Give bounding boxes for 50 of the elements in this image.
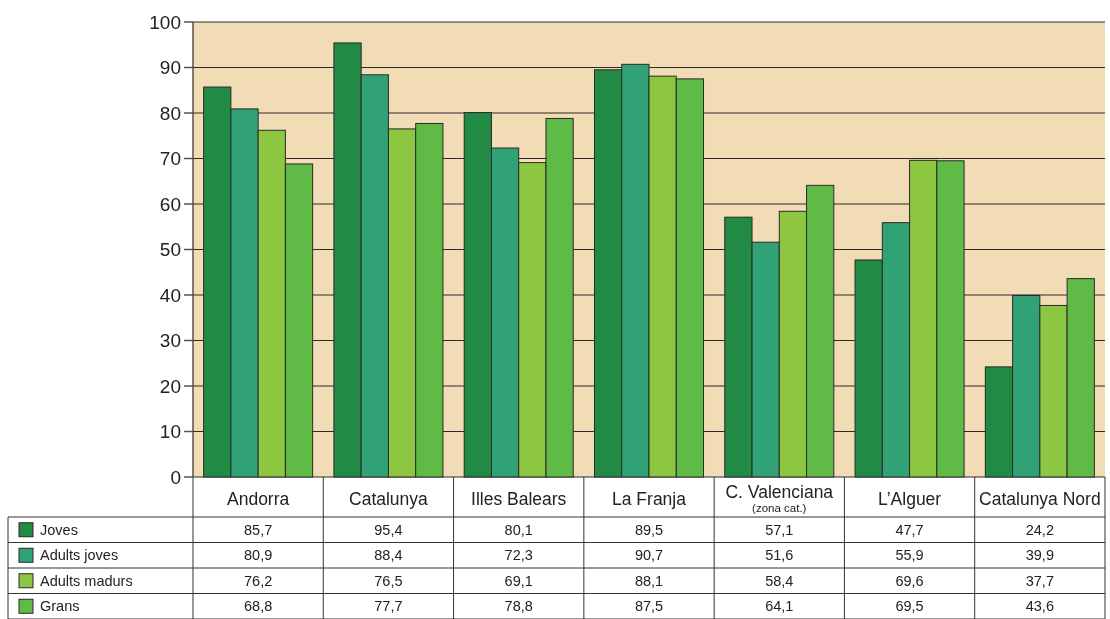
data-label: 43,6 (1025, 598, 1054, 615)
data-label: 78,8 (504, 598, 533, 615)
data-label: 88,1 (634, 572, 664, 589)
legend-label: Joves (40, 521, 78, 538)
x-tick-label: L’Alguer (877, 489, 942, 510)
data-label: 68,8 (244, 598, 273, 615)
data-label: 76,2 (244, 572, 273, 589)
y-tick-label: 40 (159, 284, 181, 306)
y-tick-label: 100 (149, 11, 181, 33)
x-tick-label: Illes Balears (471, 489, 567, 510)
y-tick-label: 10 (159, 421, 181, 443)
y-tick-label: 20 (159, 375, 181, 397)
data-label: 47,7 (895, 521, 924, 538)
data-label: 90,7 (634, 547, 664, 564)
y-tick-label: 30 (159, 330, 181, 352)
data-label: 39,9 (1025, 547, 1054, 564)
data-label: 88,4 (374, 547, 403, 564)
data-label: 55,9 (895, 547, 924, 564)
data-label: 77,7 (374, 598, 403, 615)
x-tick-label: Catalunya (349, 489, 429, 510)
y-tick-label: 80 (159, 102, 181, 124)
data-label: 69,1 (504, 572, 533, 589)
data-label: 89,5 (634, 521, 664, 538)
data-label: 85,7 (244, 521, 273, 538)
data-label: 80,1 (504, 521, 533, 538)
x-tick-label: La Franja (612, 489, 687, 510)
x-tick-label: C. Valenciana (zona cat.) (725, 482, 834, 514)
y-tick-label: 50 (159, 239, 181, 261)
y-tick-label: 90 (159, 57, 181, 79)
x-tick-label: Andorra (227, 489, 290, 510)
x-tick-label: Catalunya Nord (979, 489, 1101, 510)
y-tick-label: 70 (159, 148, 181, 170)
data-label: 57,1 (765, 521, 794, 538)
data-label: 95,4 (374, 521, 403, 538)
data-label: 80,9 (244, 547, 273, 564)
data-label: 87,5 (634, 598, 664, 615)
data-label: 58,4 (765, 572, 794, 589)
data-label: 72,3 (504, 547, 533, 564)
legend-label: Grans (40, 598, 80, 615)
data-label: 69,6 (895, 572, 924, 589)
y-tick-label: 60 (159, 193, 181, 215)
data-label: 76,5 (374, 572, 403, 589)
legend-label: Adults madurs (40, 572, 133, 589)
legend-label: Adults joves (40, 547, 119, 564)
data-label: 64,1 (765, 598, 794, 615)
data-label: 69,5 (895, 598, 924, 615)
y-tick-label: 0 (170, 466, 181, 488)
data-label: 37,7 (1025, 572, 1054, 589)
data-label: 51,6 (765, 547, 794, 564)
data-label: 24,2 (1025, 521, 1054, 538)
